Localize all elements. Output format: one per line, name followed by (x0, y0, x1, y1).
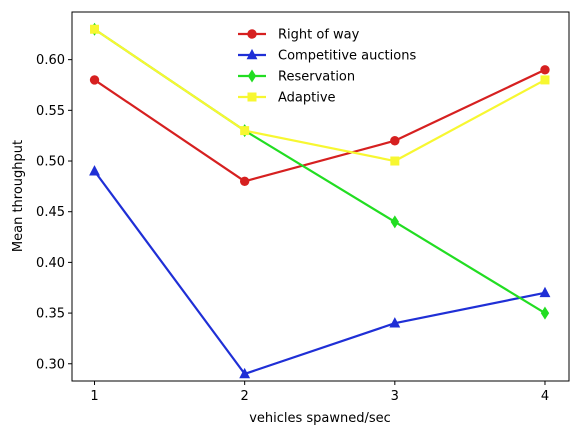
data-point (239, 176, 250, 186)
series-line (93, 68, 546, 183)
data-point (540, 306, 550, 320)
data-point (89, 75, 100, 85)
data-point (89, 165, 100, 176)
data-point (390, 136, 400, 146)
x-tick-label: 1 (90, 389, 98, 404)
series-line (93, 28, 546, 163)
legend-item: Adaptive (238, 91, 336, 106)
series-adaptive (90, 24, 550, 166)
legend-marker (247, 69, 257, 83)
y-tick-label: 0.35 (36, 307, 65, 322)
series-line (93, 170, 546, 376)
legend-marker (246, 48, 258, 60)
y-axis: 0.30 0.35 0.40 0.45 0.50 0.55 0.60 (36, 53, 72, 372)
legend-label: Reservation (278, 70, 355, 85)
data-point (90, 24, 100, 34)
x-tick-label: 4 (541, 389, 549, 404)
series-group (89, 22, 551, 379)
x-tick-label: 3 (391, 389, 399, 404)
plot-area (71, 11, 570, 382)
y-tick-label: 0.40 (36, 256, 65, 271)
series-right-of-way (89, 65, 550, 186)
x-axis: 1 2 3 4 (90, 381, 549, 404)
y-tick-label: 0.55 (36, 104, 65, 119)
y-tick-label: 0.50 (36, 155, 65, 170)
x-tick-label: 2 (241, 389, 249, 404)
data-point (540, 65, 550, 75)
legend-marker (247, 92, 257, 102)
data-point (240, 126, 250, 136)
legend-item: Competitive auctions (238, 49, 416, 64)
legend-label: Right of way (278, 28, 360, 43)
data-point (389, 317, 401, 328)
data-point (390, 215, 400, 229)
legend-label: Adaptive (278, 91, 336, 106)
legend-marker (247, 29, 257, 39)
y-tick-label: 0.45 (36, 205, 65, 220)
series-competitive-auctions (89, 165, 551, 379)
data-point (239, 367, 251, 379)
legend-item: Right of way (238, 28, 360, 43)
y-tick-label: 0.60 (36, 53, 65, 68)
y-tick-label: 0.30 (36, 357, 65, 372)
data-point (540, 75, 550, 85)
x-axis-label: vehicles spawned/sec (249, 411, 391, 426)
legend-label: Competitive auctions (278, 49, 416, 64)
data-point (539, 286, 551, 298)
legend: Right of way Competitive auctions Reservat… (238, 28, 416, 106)
legend-item: Reservation (238, 69, 355, 85)
y-axis-label: Mean throughput (11, 140, 26, 252)
data-point (390, 156, 400, 166)
